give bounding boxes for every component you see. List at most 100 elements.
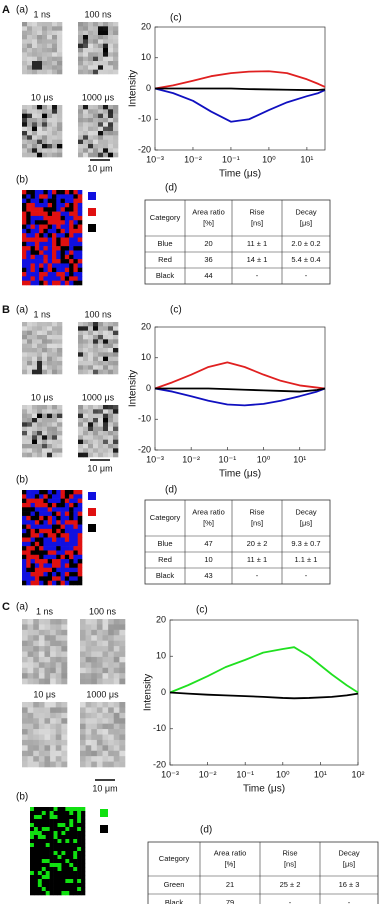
- image-label: 10 μs: [31, 392, 54, 402]
- map-pixel: [34, 494, 40, 499]
- pixel: [85, 702, 92, 708]
- pixel: [50, 702, 57, 708]
- pixel: [38, 756, 45, 762]
- pixel: [93, 343, 99, 349]
- pixel: [42, 139, 48, 145]
- map-pixel: [61, 875, 66, 880]
- map-pixel: [60, 280, 66, 286]
- pixel: [113, 131, 119, 136]
- map-pixel: [22, 194, 27, 199]
- map-pixel: [22, 515, 27, 521]
- map-pixel: [26, 494, 31, 499]
- pixel: [27, 22, 33, 27]
- pixel: [88, 26, 94, 31]
- pixel: [88, 409, 94, 414]
- map-pixel: [69, 807, 74, 812]
- pixel: [33, 624, 40, 631]
- map-pixel: [34, 490, 40, 495]
- map-pixel: [43, 263, 49, 269]
- pixel: [57, 405, 63, 410]
- map-pixel: [41, 827, 47, 832]
- map-pixel: [60, 224, 66, 230]
- pixel: [88, 369, 94, 375]
- map-pixel: [30, 855, 35, 860]
- pixel: [47, 431, 53, 436]
- pixel: [37, 431, 43, 436]
- map-pixel: [61, 835, 66, 840]
- pixel: [91, 667, 98, 674]
- pixel: [42, 361, 48, 366]
- pixel: [83, 22, 89, 27]
- pixel: [83, 135, 89, 140]
- y-tick-label: -20: [138, 444, 151, 454]
- x-axis-label: Time (μs): [219, 469, 261, 480]
- pixel: [113, 39, 119, 44]
- table-cell: 14 ± 1: [247, 255, 268, 264]
- map-pixel: [34, 576, 40, 581]
- pixel: [22, 702, 28, 708]
- map-pixel: [34, 254, 40, 260]
- pixel: [102, 745, 109, 752]
- map-pixel: [53, 839, 58, 844]
- table-cell: Black: [156, 271, 175, 280]
- pixel: [22, 667, 28, 674]
- map-pixel: [45, 851, 50, 856]
- map-pixel: [69, 524, 74, 530]
- map-pixel: [22, 263, 27, 269]
- pixel: [47, 405, 53, 410]
- map-pixel: [81, 815, 86, 820]
- map-pixel: [64, 546, 70, 551]
- pixel: [113, 624, 120, 631]
- pixel: [32, 322, 38, 327]
- pixel: [27, 448, 33, 453]
- map-pixel: [69, 871, 74, 876]
- map-pixel: [57, 819, 62, 824]
- pixel: [78, 52, 84, 57]
- map-pixel: [73, 241, 79, 247]
- pixel: [42, 105, 48, 110]
- pixel: [50, 646, 57, 652]
- map-pixel: [56, 490, 61, 495]
- map-pixel: [39, 202, 44, 208]
- map-pixel: [37, 887, 43, 892]
- pixel: [85, 619, 92, 625]
- pixel: [37, 448, 43, 453]
- map-pixel: [64, 563, 70, 569]
- map-pixel: [49, 835, 54, 840]
- table-cell: Green: [164, 880, 185, 889]
- map-pixel: [60, 572, 66, 577]
- map-pixel: [37, 811, 43, 816]
- pixel: [42, 144, 48, 149]
- map-pixel: [69, 263, 74, 269]
- pixel: [52, 413, 58, 419]
- pixel: [27, 356, 33, 362]
- pixel: [108, 118, 114, 123]
- pixel: [80, 624, 86, 631]
- pixel: [98, 452, 104, 458]
- pixel: [93, 30, 99, 36]
- map-pixel: [41, 863, 47, 868]
- pixel: [85, 678, 92, 685]
- pixel: [37, 409, 43, 414]
- pixel: [55, 662, 62, 669]
- map-pixel: [73, 259, 79, 264]
- map-pixel: [37, 891, 43, 896]
- pixel: [108, 723, 115, 730]
- map-pixel: [39, 259, 44, 264]
- map-pixel: [69, 233, 74, 238]
- map-pixel: [64, 511, 70, 517]
- map-pixel: [73, 490, 79, 495]
- map-pixel: [64, 259, 70, 264]
- map-pixel: [65, 871, 70, 876]
- map-pixel: [30, 502, 36, 508]
- map-pixel: [45, 835, 50, 840]
- pixel: [57, 118, 63, 123]
- map-pixel: [69, 494, 74, 499]
- map-pixel: [52, 515, 57, 521]
- table-header: [%]: [225, 859, 236, 868]
- pixel: [33, 662, 40, 669]
- map-pixel: [39, 280, 44, 286]
- pixel: [83, 126, 89, 132]
- pixel: [38, 739, 45, 746]
- map-pixel: [77, 847, 82, 852]
